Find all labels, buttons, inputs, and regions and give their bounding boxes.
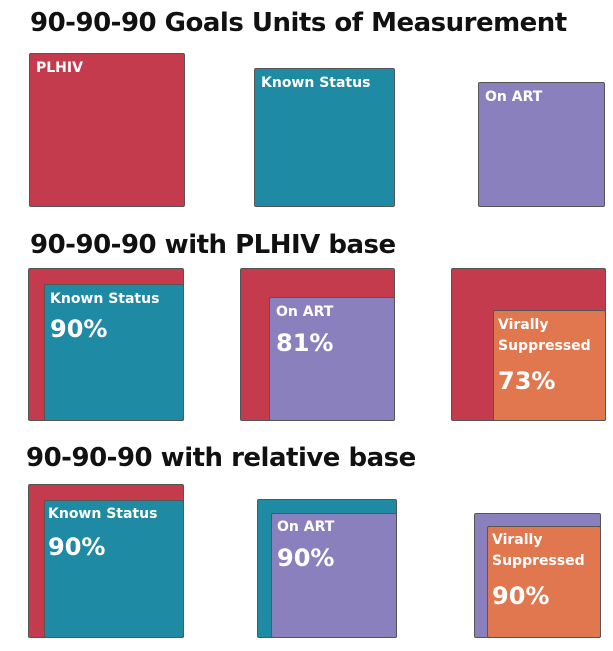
on-art-fill: On ART 81% (269, 297, 395, 421)
on-art-square: On ART (478, 82, 605, 207)
virally-suppressed-percent: 90% (492, 582, 550, 610)
virally-label-line1: Virally (492, 532, 543, 548)
virally-label-line1: Virally (498, 317, 549, 333)
on-art-label: On ART (276, 304, 334, 320)
virally-suppressed-fill: Virally Suppressed 73% (493, 310, 606, 421)
virally-suppressed-fill: Virally Suppressed 90% (487, 526, 601, 638)
known-status-label: Known Status (50, 291, 160, 307)
relative-base-square-art: On ART 90% (257, 499, 397, 638)
section-title-plhiv-base: 90-90-90 with PLHIV base (30, 230, 396, 260)
suppressed-label-line2: Suppressed (498, 338, 591, 354)
known-status-fill: Known Status 90% (44, 500, 184, 638)
known-status-label: Known Status (261, 75, 371, 91)
plhiv-square: PLHIV (29, 53, 185, 207)
section-title-relative-base: 90-90-90 with relative base (26, 443, 416, 473)
suppressed-label-line2: Suppressed (492, 553, 585, 569)
known-status-label: Known Status (48, 506, 158, 522)
on-art-percent: 81% (276, 329, 334, 357)
plhiv-label: PLHIV (36, 60, 83, 76)
on-art-percent: 90% (277, 544, 335, 572)
on-art-label: On ART (485, 89, 543, 105)
known-status-percent: 90% (48, 533, 106, 561)
section-title-units: 90-90-90 Goals Units of Measurement (30, 8, 567, 38)
known-status-percent: 90% (50, 315, 108, 343)
relative-base-square-known: Known Status 90% (28, 484, 184, 638)
known-status-square: Known Status (254, 68, 395, 207)
relative-base-square-vs: Virally Suppressed 90% (474, 513, 601, 638)
on-art-fill: On ART 90% (271, 513, 397, 638)
plhiv-base-square-art: On ART 81% (240, 268, 395, 421)
known-status-fill: Known Status 90% (44, 284, 184, 421)
plhiv-base-square-known: Known Status 90% (28, 268, 184, 421)
on-art-label: On ART (277, 519, 335, 535)
virally-suppressed-percent: 73% (498, 367, 556, 395)
plhiv-base-square-vs: Virally Suppressed 73% (451, 268, 606, 421)
